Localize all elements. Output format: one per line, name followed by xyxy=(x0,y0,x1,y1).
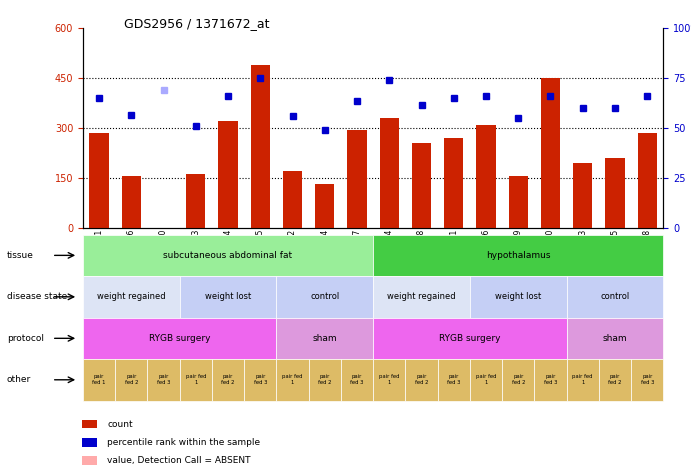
Bar xyxy=(412,143,431,228)
Text: RYGB surgery: RYGB surgery xyxy=(439,334,501,343)
Text: weight regained: weight regained xyxy=(97,292,166,301)
Text: pair
fed 1: pair fed 1 xyxy=(93,374,106,385)
Text: RYGB surgery: RYGB surgery xyxy=(149,334,211,343)
Text: pair
fed 3: pair fed 3 xyxy=(254,374,267,385)
Text: sham: sham xyxy=(312,334,337,343)
Text: pair
fed 2: pair fed 2 xyxy=(124,374,138,385)
Text: weight lost: weight lost xyxy=(495,292,541,301)
Text: GDS2956 / 1371672_at: GDS2956 / 1371672_at xyxy=(124,17,270,29)
Bar xyxy=(283,171,302,228)
Text: pair fed
1: pair fed 1 xyxy=(282,374,303,385)
Text: tissue: tissue xyxy=(7,251,34,260)
Bar xyxy=(251,65,270,228)
Text: subcutaneous abdominal fat: subcutaneous abdominal fat xyxy=(164,251,292,260)
Text: pair
fed 2: pair fed 2 xyxy=(608,374,622,385)
Text: pair
fed 3: pair fed 3 xyxy=(350,374,363,385)
Text: pair
fed 3: pair fed 3 xyxy=(447,374,460,385)
Text: pair fed
1: pair fed 1 xyxy=(185,374,206,385)
Text: pair
fed 2: pair fed 2 xyxy=(415,374,428,385)
Text: protocol: protocol xyxy=(7,334,44,343)
Text: pair fed
1: pair fed 1 xyxy=(379,374,399,385)
Text: other: other xyxy=(7,375,31,384)
Text: pair
fed 2: pair fed 2 xyxy=(221,374,235,385)
Bar xyxy=(122,176,141,228)
Text: sham: sham xyxy=(603,334,627,343)
Text: percentile rank within the sample: percentile rank within the sample xyxy=(107,438,261,447)
Text: pair
fed 3: pair fed 3 xyxy=(641,374,654,385)
Bar xyxy=(89,133,108,228)
Text: pair
fed 2: pair fed 2 xyxy=(511,374,525,385)
Text: pair
fed 3: pair fed 3 xyxy=(544,374,557,385)
Bar xyxy=(444,138,464,228)
Bar xyxy=(476,125,495,228)
Text: weight lost: weight lost xyxy=(205,292,251,301)
Bar xyxy=(573,163,592,228)
Bar xyxy=(541,78,560,228)
Text: pair
fed 2: pair fed 2 xyxy=(318,374,332,385)
Bar xyxy=(218,121,238,228)
Text: pair fed
1: pair fed 1 xyxy=(572,374,593,385)
Bar xyxy=(379,118,399,228)
Bar xyxy=(186,174,205,228)
Bar xyxy=(348,130,367,228)
Text: value, Detection Call = ABSENT: value, Detection Call = ABSENT xyxy=(107,456,251,465)
Bar xyxy=(509,176,528,228)
Text: weight regained: weight regained xyxy=(387,292,456,301)
Text: control: control xyxy=(310,292,339,301)
Bar xyxy=(605,158,625,228)
Bar xyxy=(638,133,657,228)
Text: pair fed
1: pair fed 1 xyxy=(475,374,496,385)
Text: count: count xyxy=(107,420,133,428)
Text: control: control xyxy=(600,292,630,301)
Bar xyxy=(315,184,334,228)
Text: hypothalamus: hypothalamus xyxy=(486,251,551,260)
Text: disease state: disease state xyxy=(7,292,67,301)
Text: pair
fed 3: pair fed 3 xyxy=(157,374,170,385)
